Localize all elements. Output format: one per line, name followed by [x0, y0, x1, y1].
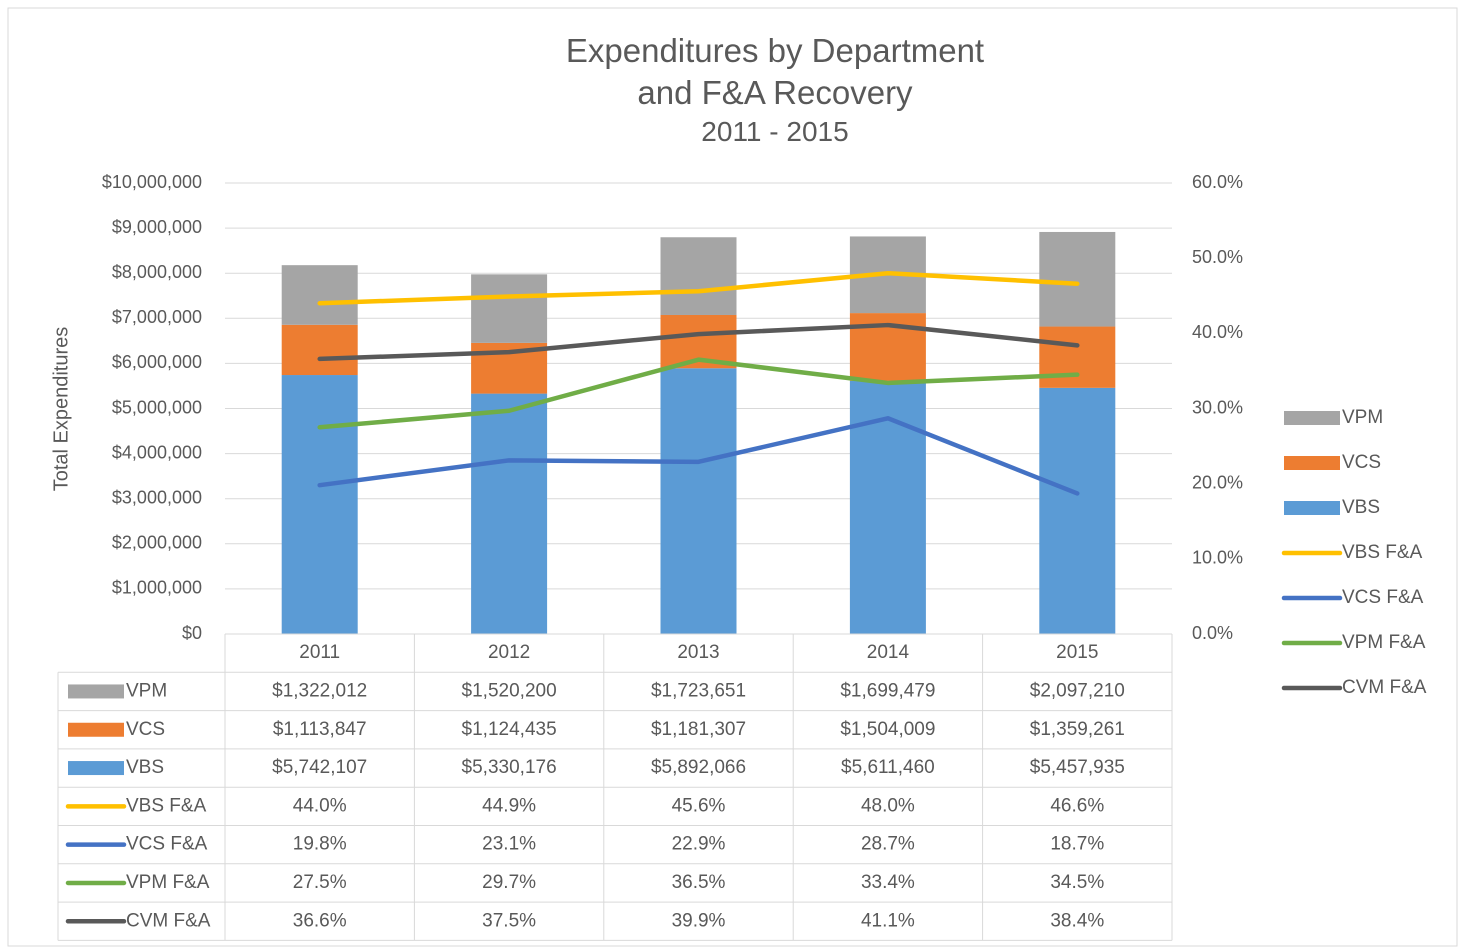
table-cell: 27.5% — [293, 872, 347, 893]
y-tick-label: $9,000,000 — [112, 217, 202, 237]
table-row-label: VPM — [126, 680, 167, 701]
table-cell: 44.9% — [482, 795, 536, 816]
table-cell: $1,322,012 — [272, 680, 367, 701]
y-tick-label: $8,000,000 — [112, 262, 202, 282]
x-tick-label: 2015 — [1056, 642, 1098, 663]
title-block: Expenditures by Department and F&A Recov… — [500, 30, 1050, 150]
table-row-label: VPM F&A — [126, 872, 210, 893]
bar — [281, 324, 358, 376]
table-cell: $1,359,261 — [1030, 719, 1125, 740]
table-cell: 34.5% — [1050, 872, 1104, 893]
x-tick-label: 2011 — [299, 642, 340, 663]
y-tick-label: $6,000,000 — [112, 352, 202, 372]
table-cell: 23.1% — [482, 834, 536, 855]
table-row-label: VCS F&A — [126, 834, 208, 855]
bar — [1039, 387, 1116, 634]
y2-tick-label: 30.0% — [1192, 397, 1243, 417]
legend-label: CVM F&A — [1342, 677, 1427, 698]
table-cell: $1,723,651 — [651, 680, 746, 701]
table-cell: 29.7% — [482, 872, 536, 893]
legend-label: VPM — [1342, 407, 1383, 428]
table-cell: 28.7% — [861, 834, 915, 855]
legend-key — [1284, 501, 1340, 515]
y2-tick-label: 40.0% — [1192, 322, 1243, 342]
y-tick-label: $5,000,000 — [112, 397, 202, 417]
table-cell: $5,611,460 — [841, 757, 935, 778]
line-series — [317, 357, 1080, 430]
y-tick-label: $7,000,000 — [112, 307, 202, 327]
table-cell: $5,457,935 — [1030, 757, 1125, 778]
y-tick-label: $4,000,000 — [112, 442, 202, 462]
table-cell: $1,181,307 — [651, 719, 746, 740]
bar — [471, 274, 548, 343]
table-cell: 39.9% — [672, 910, 726, 931]
table-cell: 36.6% — [293, 910, 347, 931]
table-cell: 45.6% — [672, 795, 726, 816]
table-cell: 37.5% — [482, 910, 536, 931]
table-cell: $2,097,210 — [1030, 680, 1125, 701]
table-cell: $1,504,009 — [840, 719, 935, 740]
bar — [660, 368, 737, 634]
x-tick-label: 2013 — [677, 642, 719, 663]
table-cell: 33.4% — [861, 872, 915, 893]
y-tick-label: $0 — [182, 623, 202, 643]
y2-tick-label: 0.0% — [1192, 623, 1233, 643]
y-tick-label: $10,000,000 — [102, 172, 202, 192]
chart-subtitle: 2011 - 2015 — [701, 116, 849, 147]
table-cell: 19.8% — [293, 834, 347, 855]
bar — [281, 375, 358, 634]
table-cell: $1,699,479 — [840, 680, 935, 701]
legend-label: VBS F&A — [1342, 542, 1423, 563]
table-cell: 18.7% — [1050, 834, 1104, 855]
table-row-label: VBS — [126, 757, 164, 778]
bar — [1039, 231, 1116, 327]
table-cell: 41.1% — [861, 910, 915, 931]
table-cell: $5,330,176 — [462, 757, 557, 778]
legend-label: VPM F&A — [1342, 632, 1426, 653]
bar — [281, 265, 358, 325]
table-row-label: VBS F&A — [126, 795, 207, 816]
y-tick-label: $2,000,000 — [112, 533, 202, 553]
x-tick-label: 2012 — [488, 642, 530, 663]
table-cell: $1,124,435 — [462, 719, 557, 740]
table-cell: $5,742,107 — [272, 757, 367, 778]
x-tick-label: 2014 — [867, 642, 910, 663]
y-tick-label: $1,000,000 — [112, 578, 202, 598]
y2-tick-label: 10.0% — [1192, 548, 1243, 568]
bar — [471, 393, 548, 634]
y-axis-label: Total Expenditures — [50, 327, 72, 492]
line-series — [317, 416, 1080, 496]
y2-tick-label: 20.0% — [1192, 472, 1243, 492]
legend-key — [68, 761, 124, 776]
table-cell: 46.6% — [1050, 795, 1104, 816]
line-series — [317, 270, 1080, 306]
table-cell: 44.0% — [293, 795, 347, 816]
legend-label: VCS F&A — [1342, 587, 1424, 608]
legend-key — [1284, 456, 1340, 470]
table-cell: 38.4% — [1050, 910, 1104, 931]
table-cell: $1,113,847 — [273, 719, 367, 740]
y2-tick-label: 50.0% — [1192, 247, 1243, 267]
y-tick-label: $3,000,000 — [112, 487, 202, 507]
y2-tick-label: 60.0% — [1192, 172, 1243, 192]
legend-key — [1284, 411, 1340, 425]
table-cell: $5,892,066 — [651, 757, 746, 778]
table-cell: 48.0% — [861, 795, 915, 816]
legend-key — [68, 722, 124, 737]
line-series — [317, 322, 1080, 362]
chart-title: Expenditures by Department and F&A Recov… — [565, 32, 985, 111]
table-row-label: VCS — [126, 719, 165, 740]
legend-label: VCS — [1342, 452, 1381, 473]
table-cell: $1,520,200 — [462, 680, 557, 701]
legend-key — [68, 684, 124, 699]
table-cell: 36.5% — [672, 872, 726, 893]
bar — [1039, 326, 1116, 388]
table-cell: 22.9% — [672, 834, 726, 855]
legend-label: VBS — [1342, 497, 1380, 518]
table-row-label: CVM F&A — [126, 910, 211, 931]
bar — [660, 237, 737, 315]
